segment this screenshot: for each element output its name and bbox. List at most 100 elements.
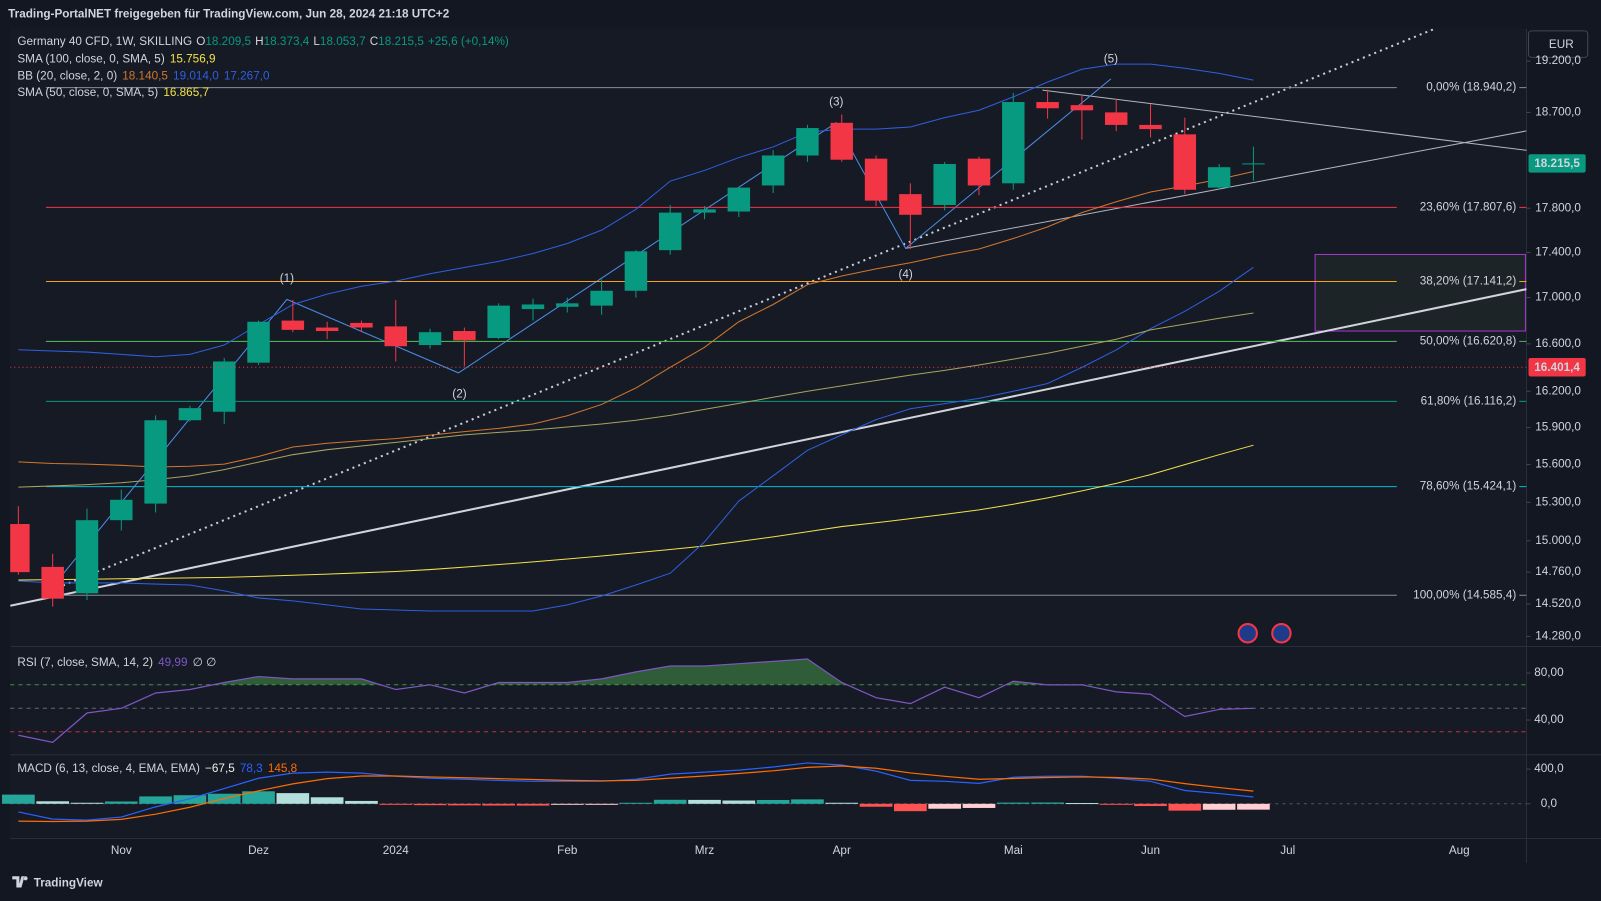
indicator-line	[18, 63, 1254, 358]
legend-change: +25,6 (+0,14%)	[428, 35, 509, 48]
trend-line	[905, 130, 1527, 249]
legend-value: −67,5	[205, 762, 235, 775]
brand-logo	[12, 876, 28, 888]
trend-line	[1042, 89, 1527, 151]
candle-body	[521, 304, 545, 310]
legend-indicator: SMA (100, close, 0, SMA, 5) 15.756,9	[17, 53, 215, 66]
candle-body	[281, 320, 305, 330]
candle-body	[727, 187, 751, 212]
legend-key: C	[370, 35, 379, 48]
source-caption: Trading-PortalNET freigegeben für Tradin…	[8, 8, 450, 21]
candle-body	[556, 303, 579, 307]
y-tick-label: 15.300,0	[1535, 495, 1581, 508]
macd-histogram-bar	[996, 802, 1030, 804]
legend-value: 18.373,4	[264, 35, 310, 48]
currency-button[interactable]	[1527, 30, 1589, 58]
y-tick-label: 80,00	[1534, 666, 1564, 679]
candle-body	[315, 327, 339, 332]
macd-histogram-bar	[1237, 803, 1270, 810]
legend-value: 49,99	[158, 656, 187, 669]
macd-histogram-bar	[139, 796, 172, 804]
fib-label: 0,00% (18.940,2)	[1426, 81, 1516, 94]
legend-label: MACD (6, 13, close, 4, EMA, EMA)	[17, 762, 200, 775]
x-tick-label: Dez	[248, 844, 269, 857]
legend-value: 19.014,0	[173, 69, 219, 82]
legend-indicator: BB (20, close, 2, 0) 18.140,5 19.014,0 17.2…	[17, 69, 270, 82]
signal-line	[18, 765, 1254, 823]
currency[interactable]: EUR	[1549, 38, 1574, 51]
y-tick-label: 17.000,0	[1535, 291, 1581, 304]
legend-main: Germany 40 CFD, 1W, SKILLING O18.209,5 H18…	[17, 35, 509, 48]
legend-rsi: RSI (7, close, SMA, 14, 2) 49,99 ∅ ∅	[17, 656, 216, 669]
legend-key: O	[196, 35, 205, 48]
macd-histogram-bar	[825, 802, 859, 804]
legend-value: 78,3	[240, 762, 263, 775]
x-tick-label: Aug	[1449, 844, 1470, 857]
brand: TradingView	[34, 877, 104, 890]
candle-body	[75, 520, 99, 594]
candle-body	[418, 332, 442, 346]
macd-histogram-bar	[756, 799, 790, 804]
x-tick-label: Feb	[557, 844, 578, 857]
macd-histogram-bar	[688, 799, 721, 804]
macd-histogram-bar	[1168, 803, 1202, 811]
candle-body	[350, 322, 373, 328]
price-tag-label: 16.401,4	[1534, 361, 1580, 374]
y-tick-label: 16.600,0	[1535, 337, 1581, 350]
candle-body	[590, 290, 613, 306]
y-tick-label: 16.200,0	[1535, 384, 1581, 397]
macd-histogram-bar	[1031, 802, 1064, 804]
event-icon[interactable]	[1271, 623, 1292, 644]
macd-histogram-bar	[36, 801, 70, 804]
candle-body	[1173, 134, 1197, 190]
legend-value: 18.215,5	[378, 35, 424, 48]
y-tick-label: 15.600,0	[1535, 458, 1581, 471]
macd-histogram-bar	[104, 801, 138, 804]
fib-label: 50,00% (16.620,8)	[1420, 335, 1517, 348]
macd-histogram-bar	[550, 803, 584, 805]
y-tick-label: 17.400,0	[1535, 245, 1581, 258]
macd-histogram-bar	[928, 803, 962, 809]
elliott-wave	[47, 78, 1112, 593]
plot-background	[10, 28, 1527, 838]
candle-body	[864, 158, 888, 201]
y-tick-label: 17.800,0	[1535, 201, 1581, 214]
macd-histogram-bar	[585, 803, 618, 805]
candle-body	[1242, 163, 1265, 165]
macd-histogram-bar	[859, 803, 893, 807]
legend-extra: ∅ ∅	[193, 656, 217, 669]
legend-value: 145,8	[268, 762, 298, 775]
price-tag	[1528, 358, 1586, 377]
candle-body	[1104, 112, 1128, 125]
wave-label: (2)	[452, 387, 466, 400]
candle-body	[1002, 102, 1025, 184]
candle-body	[796, 128, 819, 156]
wave-label: (1)	[280, 272, 294, 285]
event-icon[interactable]	[1237, 623, 1258, 644]
y-tick-label: 15.900,0	[1535, 421, 1581, 434]
candle-body	[247, 321, 270, 363]
macd-histogram-bar	[962, 803, 996, 808]
candle-body	[1070, 105, 1094, 111]
legend-symbol: Germany 40 CFD, 1W, SKILLING	[17, 35, 192, 48]
legend-value: 17.267,0	[224, 69, 270, 82]
wave-label: (3)	[829, 95, 843, 108]
price-tag	[1528, 154, 1586, 173]
candle-body	[933, 163, 956, 205]
macd-histogram-bar	[1065, 803, 1099, 805]
x-tick-label: Mai	[1004, 844, 1023, 857]
macd-histogram-bar	[1134, 803, 1167, 807]
candle-body	[830, 122, 853, 160]
x-tick-label: Nov	[111, 844, 132, 857]
candle-body	[1139, 124, 1162, 130]
main-pane	[10, 63, 1527, 612]
macd-histogram-bar	[276, 793, 310, 804]
macd-histogram-bar	[722, 800, 756, 804]
macd-histogram-bar	[242, 791, 275, 804]
legend-value: 18.209,5	[205, 35, 251, 48]
fib-label: 100,00% (14.585,4)	[1413, 588, 1516, 601]
x-tick-label: 2024	[383, 844, 410, 857]
candle-body	[10, 524, 30, 573]
legend-value: 16.865,7	[163, 86, 209, 99]
